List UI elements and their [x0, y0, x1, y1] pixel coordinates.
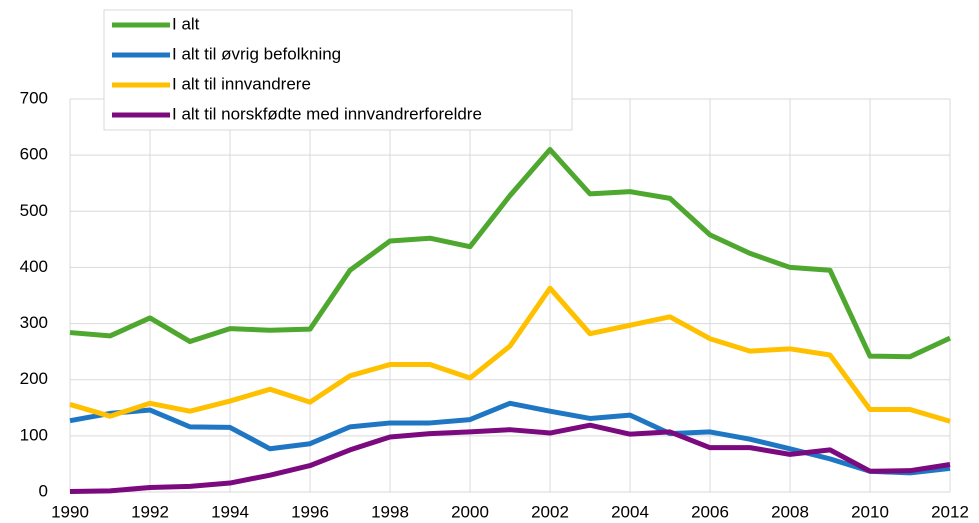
- series-line: [69, 422, 951, 494]
- legend-box: [103, 9, 573, 131]
- x-tick-label: 2008: [771, 502, 809, 521]
- legend-label: I alt: [172, 14, 200, 33]
- legend-label: I alt til innvandrere: [172, 74, 311, 93]
- x-tick-label: 1996: [291, 502, 329, 521]
- series-line: [69, 285, 951, 424]
- y-tick-label: 0: [39, 481, 48, 500]
- y-tick-label: 500: [20, 201, 48, 220]
- x-tick-label: 2000: [451, 502, 489, 521]
- x-tick-label: 2010: [851, 502, 889, 521]
- x-tick-label: 1992: [131, 502, 169, 521]
- x-tick-label: 1990: [51, 502, 89, 521]
- series-line: [69, 147, 952, 360]
- series-line: [69, 400, 951, 476]
- legend: I alt I alt til øvrig befolkning I alt til…: [103, 9, 573, 131]
- y-tick-label: 300: [20, 313, 48, 332]
- y-tick-label: 700: [20, 88, 48, 107]
- x-tick-label: 2006: [691, 502, 729, 521]
- x-tick-label: 2012: [931, 502, 969, 521]
- x-tick-label: 2002: [531, 502, 569, 521]
- y-tick-label: 100: [20, 425, 48, 444]
- y-tick-label: 400: [20, 257, 48, 276]
- legend-label: I alt til øvrig befolkning: [172, 44, 341, 63]
- x-tick-label: 1994: [211, 502, 249, 521]
- x-tick-label: 1998: [371, 502, 409, 521]
- y-tick-label: 200: [20, 369, 48, 388]
- x-tick-label: 2004: [611, 502, 649, 521]
- legend-label: I alt til norskfødte med innvandrerforel…: [172, 104, 482, 123]
- y-tick-label: 600: [20, 145, 48, 164]
